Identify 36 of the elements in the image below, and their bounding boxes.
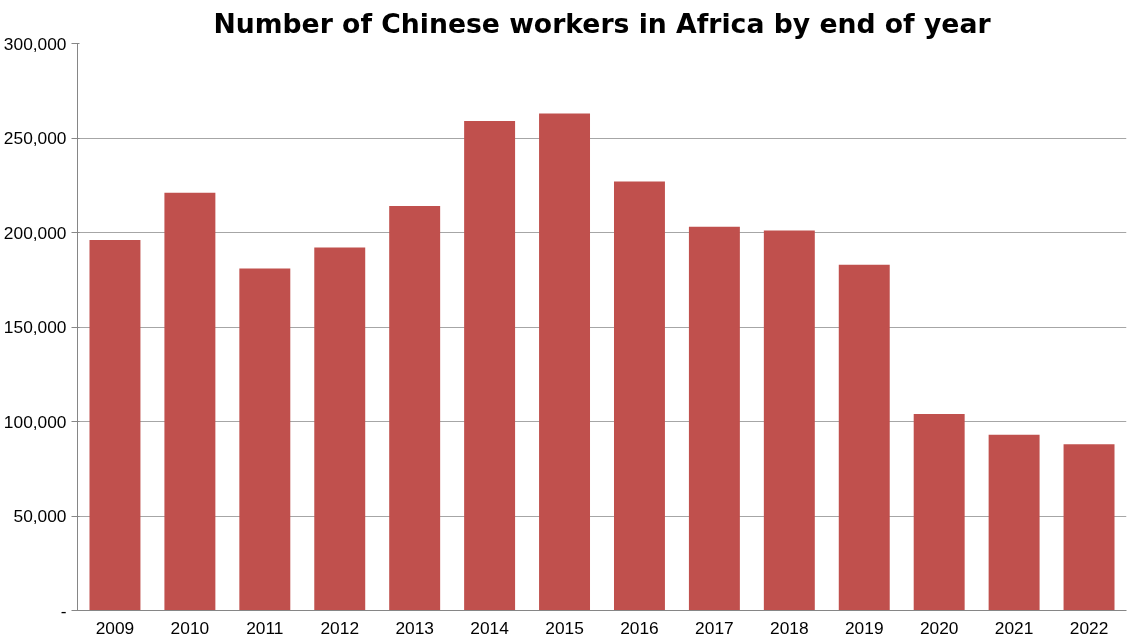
bar xyxy=(838,264,890,611)
bar xyxy=(89,240,141,611)
x-tick-label: 2013 xyxy=(395,617,434,638)
x-tick-label: 2015 xyxy=(545,617,584,638)
y-tick-label: 150,000 xyxy=(3,317,67,337)
x-tick-label: 2017 xyxy=(695,617,734,638)
x-tick-label: 2021 xyxy=(994,617,1034,638)
bar xyxy=(913,413,965,611)
x-tick-label: 2016 xyxy=(620,617,659,638)
y-tick-label: - xyxy=(60,600,67,621)
x-tick-label: 2014 xyxy=(470,617,510,638)
y-tick-label: 250,000 xyxy=(3,128,67,148)
bar xyxy=(1063,444,1115,611)
x-tick-label: 2020 xyxy=(919,617,959,638)
y-tick-label: 100,000 xyxy=(3,411,67,432)
bar xyxy=(613,181,665,611)
bar xyxy=(988,434,1040,611)
bar xyxy=(164,192,216,611)
x-tick-label: 2009 xyxy=(95,617,135,638)
bar xyxy=(239,268,291,611)
x-tick-label: 2010 xyxy=(170,617,210,638)
bar xyxy=(314,247,366,611)
chart-title: Number of Chinese workers in Africa by end of year xyxy=(213,7,992,39)
bar xyxy=(763,230,815,611)
x-tick-label: 2022 xyxy=(1069,617,1109,638)
x-tick-label: 2018 xyxy=(770,617,809,638)
bar xyxy=(539,113,591,611)
x-tick-label: 2019 xyxy=(844,617,884,638)
x-tick-label: 2011 xyxy=(246,617,284,638)
y-tick-label: 300,000 xyxy=(3,33,67,54)
bar xyxy=(389,206,441,611)
y-tick-label: 200,000 xyxy=(3,222,67,243)
x-tick-label: 2012 xyxy=(320,617,360,638)
bar xyxy=(464,120,516,611)
y-tick-label: 50,000 xyxy=(13,506,67,526)
bar xyxy=(688,226,740,611)
